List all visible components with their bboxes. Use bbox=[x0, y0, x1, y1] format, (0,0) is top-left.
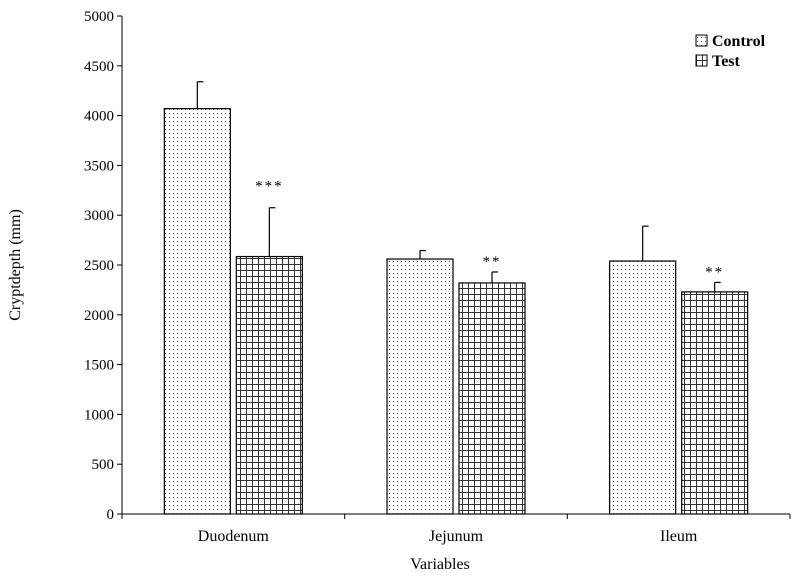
category-label: Ileum bbox=[660, 528, 698, 545]
significance-label: ** bbox=[483, 254, 502, 270]
y-tick-label: 0 bbox=[107, 507, 115, 523]
category-labels: Duodenum Jejunum Ileum bbox=[198, 528, 698, 545]
y-tick-label: 4500 bbox=[84, 59, 114, 75]
y-ticks: 0 500 1000 1500 2000 2500 3000 3500 4000 4500 5000 bbox=[84, 9, 122, 523]
legend-label-test: Test bbox=[712, 53, 741, 70]
y-tick-label: 2500 bbox=[84, 258, 114, 274]
y-tick-label: 500 bbox=[92, 457, 115, 473]
legend: Control Test bbox=[695, 33, 766, 70]
bars: ******* bbox=[163, 81, 749, 515]
category-label: Jejunum bbox=[429, 528, 484, 545]
bar-test-jejunum bbox=[458, 282, 526, 515]
significance-label: *** bbox=[255, 179, 284, 195]
category-label: Duodenum bbox=[198, 528, 270, 545]
y-tick-label: 1000 bbox=[84, 407, 114, 423]
x-ticks bbox=[121, 514, 791, 519]
bar-control-duodenum bbox=[163, 108, 231, 515]
legend-label-control: Control bbox=[712, 33, 766, 50]
legend-swatch-test bbox=[695, 54, 708, 67]
y-tick-label: 2000 bbox=[84, 308, 114, 324]
y-tick-label: 3000 bbox=[84, 208, 114, 224]
significance-label: ** bbox=[705, 264, 724, 280]
y-tick-label: 5000 bbox=[84, 9, 114, 25]
bar-test-ileum bbox=[681, 291, 749, 515]
y-axis-title: Cryptdepth (mm) bbox=[7, 209, 24, 321]
y-tick-label: 3500 bbox=[84, 158, 114, 174]
legend-swatch-control bbox=[695, 34, 708, 47]
y-tick-label: 4000 bbox=[84, 109, 114, 125]
y-tick-label: 1500 bbox=[84, 358, 114, 374]
x-axis-title: Variables bbox=[410, 556, 470, 573]
bar-test-duodenum bbox=[235, 255, 303, 515]
bar-control-ileum bbox=[609, 260, 677, 515]
bar-control-jejunum bbox=[386, 258, 454, 515]
